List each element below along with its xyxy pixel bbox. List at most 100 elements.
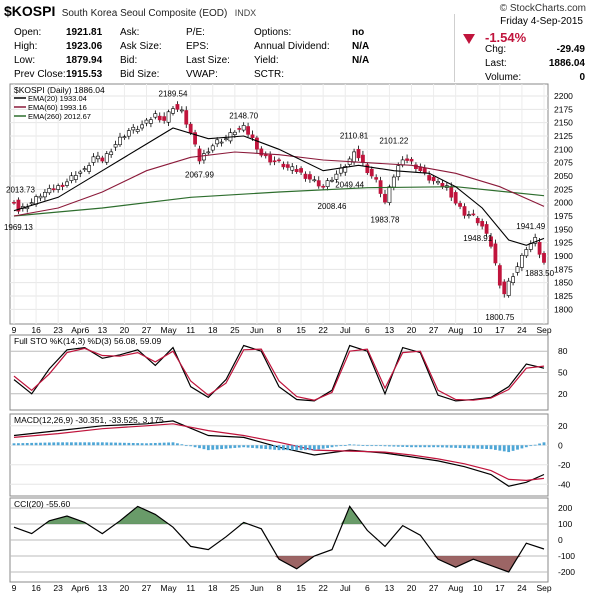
x-tick-label: Apr6	[71, 583, 89, 593]
sto-tick-label: 50	[558, 368, 568, 378]
quote-col-4: Options: no Annual Dividend: N/A Yield: N/A…	[254, 26, 369, 82]
candle-body	[259, 148, 264, 156]
price-tick-label: 2150	[554, 118, 573, 128]
macd-histogram-bar	[326, 445, 329, 448]
candle-body	[356, 149, 361, 159]
macd-histogram-bar	[277, 445, 281, 451]
candle-body	[65, 181, 69, 186]
macd-histogram-bar	[65, 442, 69, 446]
macd-histogram-bar	[100, 442, 104, 446]
x-tick-label: Aug	[448, 583, 463, 593]
macd-histogram-bar	[149, 443, 153, 446]
panel-frame-macd	[9, 413, 549, 497]
price-annotation: 1983.78	[371, 215, 400, 224]
macd-histogram-bar	[255, 445, 259, 449]
macd-histogram-bar	[295, 445, 299, 451]
price-annotation: 1883.50	[525, 269, 554, 278]
price-tick-label: 1825	[554, 291, 573, 301]
volume-value: 0	[579, 72, 585, 83]
low-value: 1879.94	[66, 55, 103, 66]
price-tick-label: 2000	[554, 198, 573, 208]
candle-body	[383, 193, 387, 203]
macd-histogram-bar	[361, 445, 365, 446]
x-tick-label: 9	[12, 583, 17, 593]
macd-macd-line	[13, 420, 545, 487]
macd-histogram-bar	[56, 442, 60, 446]
macd-histogram-bar	[388, 445, 391, 447]
candle-body	[87, 165, 91, 172]
macd-histogram-bar	[507, 445, 511, 453]
candle-body	[506, 280, 511, 296]
macd-histogram-bar	[463, 445, 466, 449]
candle-body	[47, 188, 52, 194]
macd-histogram-bar	[158, 442, 162, 446]
macd-histogram-bar	[401, 445, 405, 447]
macd-histogram-bar	[74, 442, 78, 446]
macd-histogram-bar	[542, 442, 546, 446]
macd-histogram-bar	[520, 445, 524, 449]
candle-body	[166, 111, 171, 123]
macd-histogram-bar	[498, 445, 502, 451]
macd-histogram-bar	[123, 442, 126, 446]
x-tick-label: Apr6	[71, 325, 89, 335]
price-annotation: 2189.54	[159, 90, 188, 99]
x-tick-label: 24	[517, 325, 527, 335]
high-label: High:	[14, 41, 38, 52]
macd-histogram-bar	[202, 445, 206, 450]
macd-histogram-bar	[34, 442, 38, 446]
yield-value: N/A	[352, 55, 370, 66]
candle-body	[184, 110, 189, 125]
pe-label: P/E:	[186, 27, 205, 38]
candle-body	[255, 137, 259, 150]
macd-histogram-bar	[264, 445, 268, 450]
price-tick-label: 1875	[554, 264, 573, 274]
macd-histogram-bar	[317, 445, 321, 450]
macd-histogram-bar	[105, 442, 109, 446]
price-summary: Friday 4-Sep-2015 -1.54% Chg: -29.49 Last…	[454, 14, 587, 83]
cci-tick-label: 0	[558, 535, 563, 545]
x-tick-label: May	[161, 325, 178, 335]
macd-histogram-bar	[233, 445, 237, 448]
price-tick-label: 2050	[554, 171, 573, 181]
macd-histogram-bar	[215, 445, 219, 450]
macd-histogram-bar	[92, 442, 95, 446]
candle-body	[210, 145, 215, 151]
candle-body	[263, 154, 268, 157]
macd-signal-line	[13, 423, 545, 482]
candle-body	[118, 136, 122, 146]
eps-label: EPS:	[186, 41, 209, 52]
x-tick-label: 27	[429, 325, 439, 335]
symbol-name: South Korea Seoul Composite (EOD)	[61, 8, 228, 19]
macd-histogram-bar	[485, 445, 488, 449]
x-tick-label: 20	[120, 325, 130, 335]
candle-body	[449, 186, 454, 198]
macd-histogram-bar	[25, 443, 29, 446]
macd-histogram-bar	[251, 445, 254, 448]
candle-body	[299, 168, 303, 173]
candle-body	[365, 164, 370, 174]
quote-col-2: Ask: Ask Size: Bid: Bid Size:	[120, 26, 162, 82]
macd-histogram-bar	[184, 445, 188, 447]
last-size-label: Last Size:	[186, 55, 230, 66]
sto-tick-label: 20	[558, 389, 568, 399]
price-annotation: 1948.91	[463, 234, 492, 243]
macd-histogram-bar	[17, 443, 20, 446]
macd-histogram-bar	[410, 445, 413, 448]
x-tick-label: Sep	[536, 583, 551, 593]
prev-close-value: 1915.53	[66, 69, 103, 80]
x-tick-label: 27	[142, 583, 152, 593]
candle-body	[427, 175, 432, 181]
candle-body	[25, 207, 30, 210]
candle-body	[56, 185, 61, 190]
bid-size-label: Bid Size:	[120, 69, 160, 80]
price-tick-label: 1950	[554, 224, 573, 234]
candle-body	[343, 166, 348, 173]
macd-histogram-bar	[379, 445, 382, 447]
macd-tick-label: 20	[558, 421, 568, 431]
candle-body	[321, 185, 326, 188]
candle-body	[237, 128, 242, 130]
macd-histogram-bar	[167, 442, 170, 446]
x-tick-label: 6	[365, 583, 370, 593]
copyright: © StockCharts.com	[499, 3, 586, 14]
high-value: 1923.06	[66, 41, 103, 52]
